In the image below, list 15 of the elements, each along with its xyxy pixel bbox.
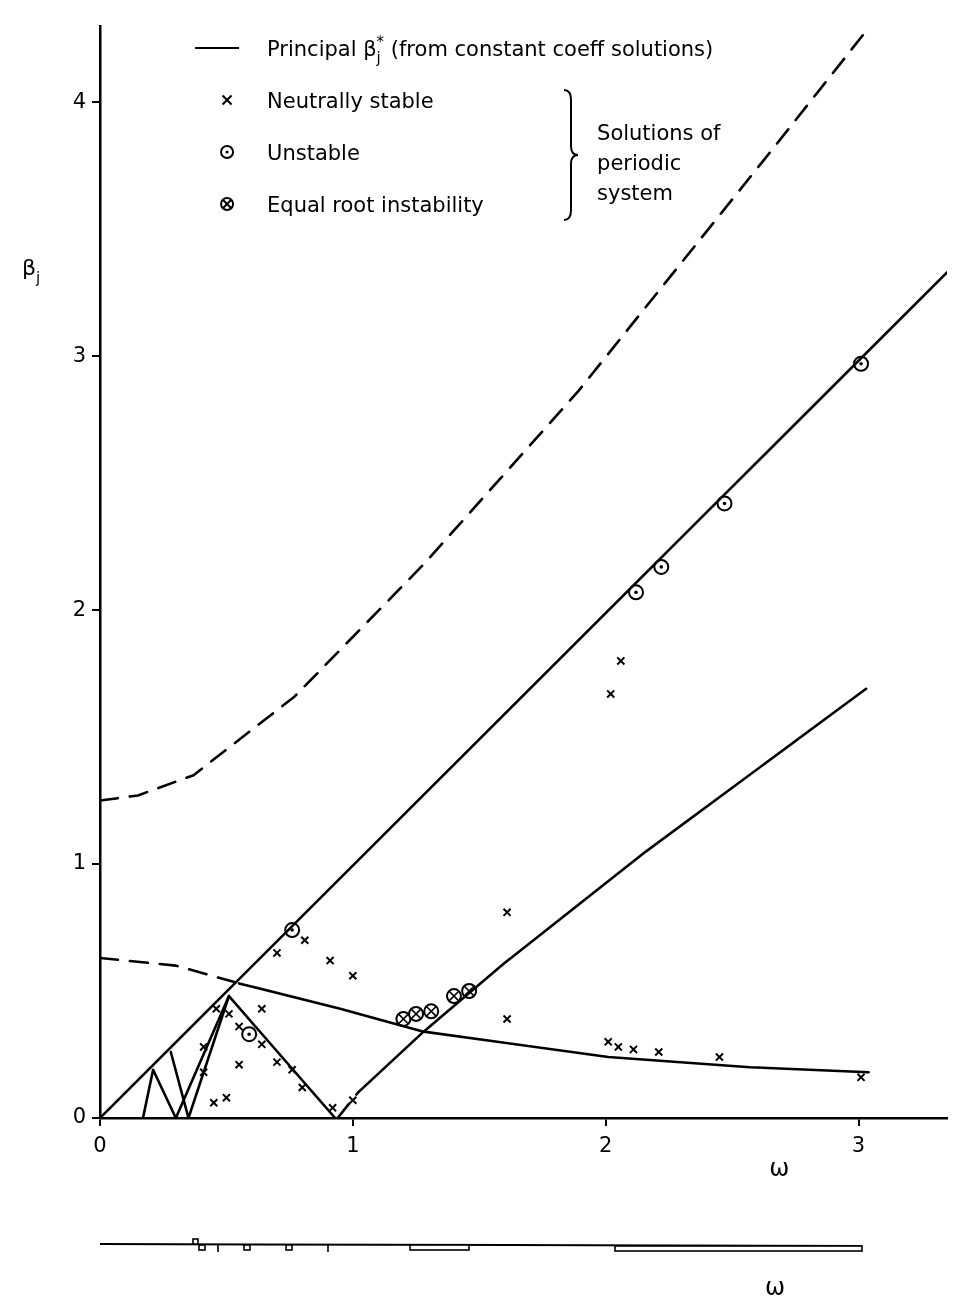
x-tick-label: 1: [346, 1133, 360, 1158]
y-tick-label: 0: [72, 1104, 86, 1129]
text: ω: [765, 1273, 786, 1299]
legend-label: Unstable: [267, 141, 360, 165]
y-tick-label: 3: [72, 342, 86, 367]
x-tick-label: 2: [598, 1133, 613, 1158]
annotation: Solutions of periodic system: [597, 121, 722, 205]
legend-label: Neutrally stable: [267, 89, 434, 113]
y-tick-label: 4: [72, 88, 86, 113]
x-axis-title: ω: [769, 1154, 790, 1182]
x-tick-label: 3: [851, 1133, 866, 1158]
legend-label: Equal root instability: [267, 193, 484, 217]
y-tick-label: 2: [72, 596, 86, 621]
y-tick-label: 1: [72, 850, 86, 875]
x-tick-label: 0: [93, 1133, 107, 1158]
